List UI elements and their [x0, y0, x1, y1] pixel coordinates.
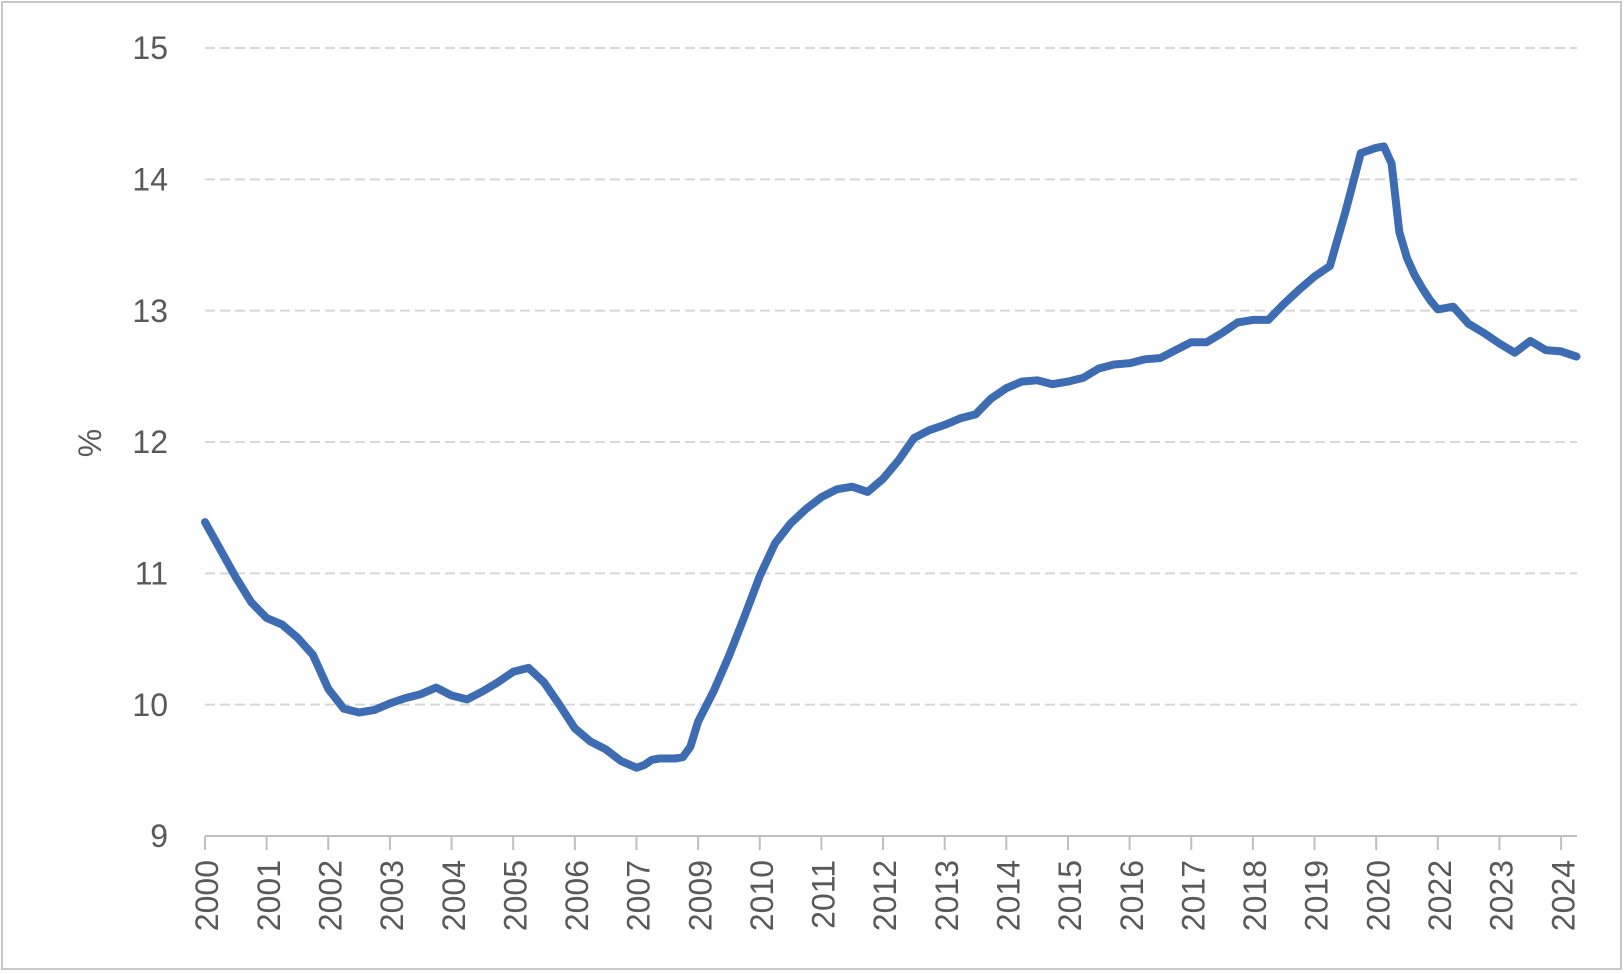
x-tick-label-2015: 2015: [1052, 860, 1088, 931]
x-tick-label-2018: 2018: [1237, 860, 1273, 931]
x-tick-label-2010: 2010: [744, 860, 780, 931]
x-tick-label-2009: 2009: [682, 860, 718, 931]
x-axis: [204, 835, 1577, 850]
y-axis-tick-labels: 9 10 11 12 13 14 15: [132, 30, 168, 854]
data-series-line: [201, 142, 1581, 772]
x-tick-label-2017: 2017: [1175, 860, 1211, 931]
x-tick-label-2003: 2003: [374, 860, 410, 931]
y-tick-label-15: 15: [132, 30, 168, 66]
y-tick-label-14: 14: [132, 162, 168, 198]
y-tick-label-10: 10: [132, 687, 168, 723]
x-tick-label-2019: 2019: [1299, 860, 1335, 931]
x-tick-label-2001: 2001: [251, 860, 287, 931]
y-tick-label-11: 11: [135, 556, 168, 592]
x-tick-label-2013: 2013: [929, 860, 965, 931]
x-tick-label-2016: 2016: [1114, 860, 1150, 931]
x-tick-label-2002: 2002: [312, 860, 348, 931]
y-tick-label-12: 12: [132, 424, 168, 460]
y-axis-title: %: [72, 429, 108, 457]
gridlines: [205, 47, 1577, 706]
x-tick-label-2000: 2000: [189, 860, 225, 931]
x-axis-tick-labels: 2000 2001 2002 2003 2004 2005 2006 2007 2009 2010…: [189, 860, 1581, 931]
x-tick-label-2024: 2024: [1545, 860, 1581, 931]
x-tick-label-2020: 2020: [1360, 860, 1396, 931]
x-tick-label-2011: 2011: [806, 860, 842, 929]
y-tick-label-9: 9: [150, 818, 168, 854]
y-tick-label-13: 13: [132, 293, 168, 329]
x-tick-label-2004: 2004: [436, 860, 472, 931]
x-tick-label-2014: 2014: [991, 860, 1027, 931]
x-tick-label-2022: 2022: [1422, 860, 1458, 931]
x-tick-label-2023: 2023: [1484, 860, 1520, 931]
x-tick-label-2005: 2005: [497, 860, 533, 931]
x-tick-label-2007: 2007: [621, 860, 657, 931]
x-tick-label-2006: 2006: [559, 860, 595, 931]
x-tick-label-2012: 2012: [867, 860, 903, 931]
